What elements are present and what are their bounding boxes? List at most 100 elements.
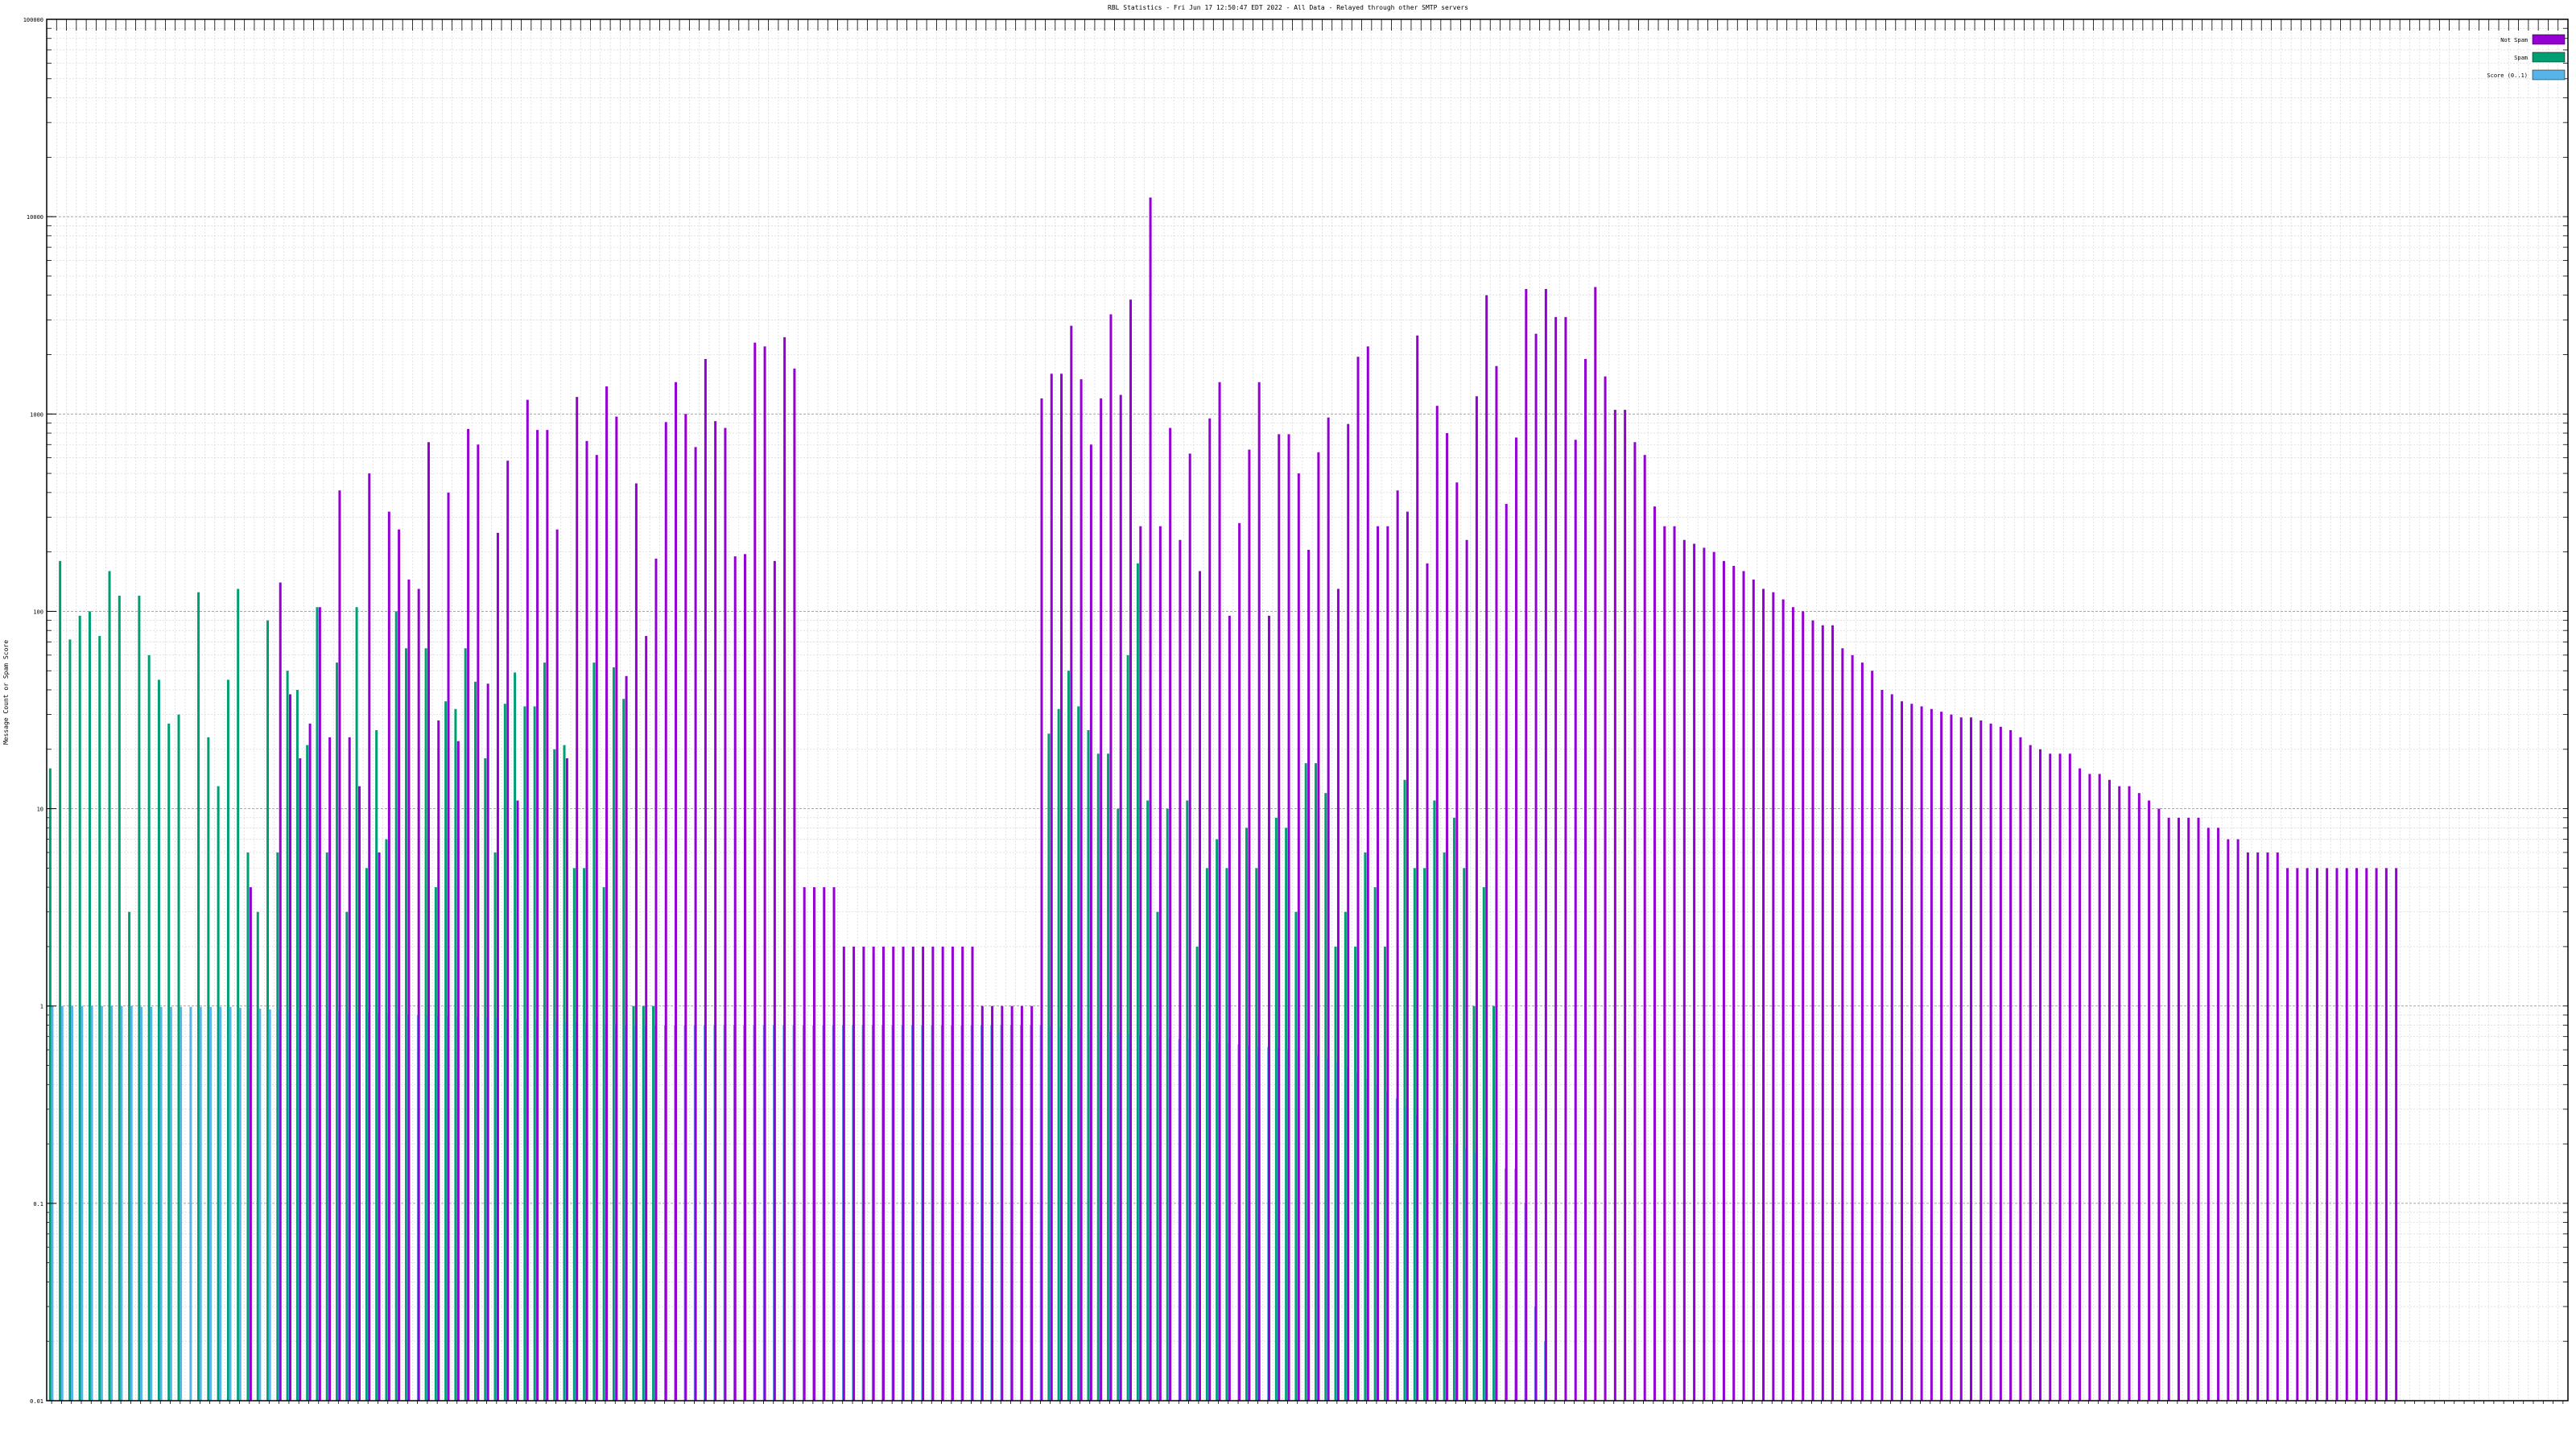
x-axis-categories bbox=[51, 1401, 2564, 1404]
bar-not-spam bbox=[1366, 346, 1369, 1401]
bar-spam bbox=[1304, 763, 1307, 1401]
bar-not-spam bbox=[763, 346, 766, 1401]
bar-score-0-1 bbox=[258, 1008, 262, 1401]
bar-not-spam bbox=[1970, 717, 1973, 1401]
bar-not-spam bbox=[2098, 774, 2101, 1401]
bar-not-spam bbox=[1940, 712, 1943, 1401]
bar-not-spam bbox=[585, 440, 588, 1401]
bar-spam bbox=[563, 745, 566, 1401]
bar-not-spam bbox=[1020, 1005, 1023, 1401]
bar-not-spam bbox=[823, 887, 826, 1401]
bar-not-spam bbox=[1416, 335, 1419, 1402]
bar-spam bbox=[1274, 817, 1278, 1401]
bar-score-0-1 bbox=[169, 1006, 172, 1401]
bar-not-spam bbox=[1426, 563, 1429, 1401]
bar-spam bbox=[375, 730, 378, 1401]
bar-spam bbox=[394, 611, 398, 1401]
bar-spam bbox=[1373, 887, 1377, 1401]
bar-not-spam bbox=[1880, 689, 1884, 1401]
bar-not-spam bbox=[2236, 839, 2240, 1401]
bar-spam bbox=[1463, 868, 1466, 1401]
bar-not-spam bbox=[2068, 753, 2071, 1401]
bar-not-spam bbox=[456, 741, 460, 1401]
bar-not-spam bbox=[1624, 410, 1627, 1401]
bar-not-spam bbox=[387, 511, 390, 1401]
bar-spam bbox=[336, 663, 339, 1401]
bar-spam bbox=[1186, 800, 1189, 1401]
bar-not-spam bbox=[1811, 620, 1814, 1401]
bar-not-spam bbox=[1109, 314, 1113, 1402]
bar-not-spam bbox=[773, 560, 776, 1401]
bar-not-spam bbox=[1446, 433, 1449, 1402]
bar-not-spam bbox=[477, 444, 480, 1402]
bar-not-spam bbox=[615, 416, 618, 1401]
bar-not-spam bbox=[1732, 565, 1736, 1401]
bar-not-spam bbox=[378, 852, 381, 1401]
bar-not-spam bbox=[2365, 868, 2368, 1401]
bar-not-spam bbox=[1070, 325, 1073, 1402]
bar-not-spam bbox=[2197, 817, 2200, 1401]
bar-not-spam bbox=[2167, 817, 2170, 1401]
bar-spam bbox=[592, 663, 596, 1401]
bar-spam bbox=[1255, 868, 1258, 1401]
bar-spam bbox=[464, 648, 467, 1401]
bar-not-spam bbox=[1584, 358, 1587, 1401]
bar-not-spam bbox=[1267, 615, 1270, 1401]
bar-not-spam bbox=[1278, 434, 1281, 1401]
bar-spam bbox=[1294, 911, 1298, 1401]
bar-spam bbox=[1492, 1005, 1496, 1401]
bar-not-spam bbox=[2375, 868, 2378, 1401]
bar-spam bbox=[642, 1005, 645, 1401]
bar-not-spam bbox=[546, 430, 549, 1401]
bar-spam bbox=[1245, 828, 1249, 1401]
bar-not-spam bbox=[526, 399, 529, 1402]
bar-not-spam bbox=[2286, 868, 2289, 1401]
bar-not-spam bbox=[1901, 701, 1904, 1401]
bar-not-spam bbox=[2345, 868, 2348, 1401]
bar-not-spam bbox=[1198, 571, 1201, 1401]
bar-not-spam bbox=[1377, 526, 1380, 1401]
bar-not-spam bbox=[1525, 288, 1528, 1401]
bar-not-spam bbox=[486, 683, 489, 1401]
bar-score-0-1 bbox=[60, 1005, 64, 1401]
bar-not-spam bbox=[595, 455, 598, 1401]
bar-not-spam bbox=[2128, 786, 2131, 1401]
bar-score-0-1 bbox=[100, 1005, 103, 1401]
bar-spam bbox=[1205, 868, 1208, 1401]
bar-score-0-1 bbox=[90, 1005, 93, 1401]
bar-spam bbox=[1423, 868, 1426, 1401]
bar-not-spam bbox=[417, 588, 420, 1401]
bar-spam bbox=[533, 706, 536, 1401]
bar-spam bbox=[78, 615, 81, 1401]
legend: Not Spam Spam Score (0..1) bbox=[2487, 34, 2566, 80]
bar-not-spam bbox=[1781, 599, 1785, 1401]
bar-not-spam bbox=[1455, 482, 1459, 1401]
bar-spam bbox=[514, 672, 517, 1401]
bar-spam bbox=[553, 749, 556, 1401]
bar-not-spam bbox=[1673, 526, 1676, 1401]
bar-spam bbox=[1047, 733, 1051, 1401]
bar-not-spam bbox=[1257, 382, 1261, 1401]
bar-spam bbox=[68, 639, 72, 1401]
bar-spam bbox=[48, 768, 52, 1401]
bar-not-spam bbox=[664, 422, 667, 1401]
bar-not-spam bbox=[427, 442, 430, 1401]
bar-not-spam bbox=[2315, 868, 2318, 1401]
bar-spam bbox=[434, 887, 437, 1401]
bar-spam bbox=[316, 607, 319, 1401]
bar-not-spam bbox=[1910, 704, 1913, 1401]
bar-spam bbox=[365, 868, 368, 1401]
bar-not-spam bbox=[299, 758, 302, 1401]
bar-not-spam bbox=[1228, 615, 1231, 1401]
bar-not-spam bbox=[783, 336, 786, 1402]
bar-not-spam bbox=[328, 737, 332, 1401]
bar-not-spam bbox=[1772, 592, 1775, 1401]
bar-not-spam bbox=[1633, 442, 1637, 1401]
bar-not-spam bbox=[357, 786, 361, 1401]
bar-not-spam bbox=[2335, 868, 2339, 1401]
bar-not-spam bbox=[1871, 671, 1874, 1401]
bar-not-spam bbox=[714, 421, 717, 1401]
bar-not-spam bbox=[881, 946, 885, 1401]
bar-spam bbox=[1067, 671, 1070, 1401]
bar-score-0-1 bbox=[120, 1005, 123, 1401]
